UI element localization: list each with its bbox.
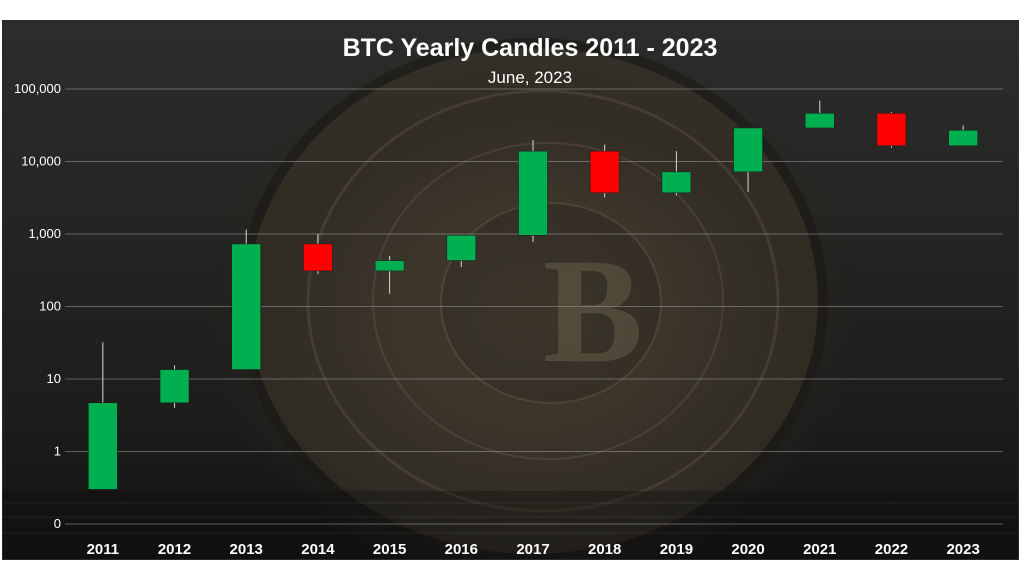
candle-body	[159, 369, 190, 404]
chart-subtitle: June, 2023	[488, 68, 572, 87]
x-tick-label: 2019	[660, 541, 693, 558]
chart-title: BTC Yearly Candles 2011 - 2023	[343, 34, 718, 62]
x-tick-label: 2020	[731, 541, 764, 558]
candle-body	[518, 150, 548, 236]
y-tick-label: 100,000	[14, 81, 61, 96]
candle-2013	[231, 229, 262, 370]
y-tick-label: 1,000	[28, 226, 61, 241]
gridlines	[65, 88, 1003, 525]
x-tick-label: 2023	[946, 541, 979, 558]
steps-background	[3, 491, 1018, 559]
x-tick-label: 2018	[588, 541, 621, 558]
x-tick-label: 2012	[158, 541, 191, 558]
candle-2018	[589, 144, 620, 198]
svg-text:B: B	[543, 228, 643, 394]
candle-body	[446, 234, 477, 261]
y-tick-label: 100	[39, 299, 61, 314]
candle-body	[374, 260, 405, 272]
x-tick-label: 2016	[445, 541, 478, 558]
y-tick-label: 10	[47, 371, 61, 386]
y-tick-label: 1	[54, 444, 61, 459]
candle-2014	[303, 234, 333, 275]
x-tick-label: 2021	[803, 541, 836, 558]
candle-2022	[876, 111, 907, 148]
candle-2012	[159, 365, 190, 408]
x-tick-label: 2017	[516, 541, 549, 558]
candle-2011	[88, 342, 118, 490]
candle-2017	[518, 139, 548, 242]
y-axis-ticks: 0 1 10 100 1,000 10,000 100,000	[14, 81, 61, 531]
candle-body	[733, 127, 763, 173]
x-axis-ticks: 2011 2012 2013 2014 2015 2016 2017 2018 2019 2020…	[87, 541, 980, 558]
y-tick-label: 10,000	[21, 154, 61, 169]
candle-2016	[446, 234, 477, 268]
candlestick-chart: B 0 1 10 100 1,000 10,000 100,000 2011 2012 2013…	[3, 34, 1018, 559]
candle-2023	[948, 125, 978, 147]
candle-2019	[661, 151, 692, 196]
candle-body	[589, 150, 620, 194]
x-tick-label: 2015	[373, 541, 406, 558]
x-tick-label: 2013	[230, 541, 263, 558]
chart-frame: B 0 1 10 100 1,000 10,000 100,000 2011 2012 2013…	[2, 20, 1019, 560]
x-tick-label: 2014	[301, 541, 335, 558]
bitcoin-coin-background: B	[238, 38, 828, 559]
candle-2021	[804, 100, 835, 129]
x-tick-label: 2011	[87, 541, 120, 558]
candle-2020	[733, 127, 763, 192]
candle-2015	[374, 255, 405, 294]
candles	[88, 100, 978, 490]
candle-body	[876, 112, 907, 147]
candle-body	[231, 243, 262, 370]
candle-body	[661, 171, 692, 194]
y-tick-label: 0	[54, 516, 61, 531]
x-tick-label: 2022	[875, 541, 908, 558]
candle-body	[303, 243, 333, 272]
candle-body	[88, 402, 118, 490]
candle-body	[948, 129, 978, 147]
candle-body	[804, 112, 835, 129]
